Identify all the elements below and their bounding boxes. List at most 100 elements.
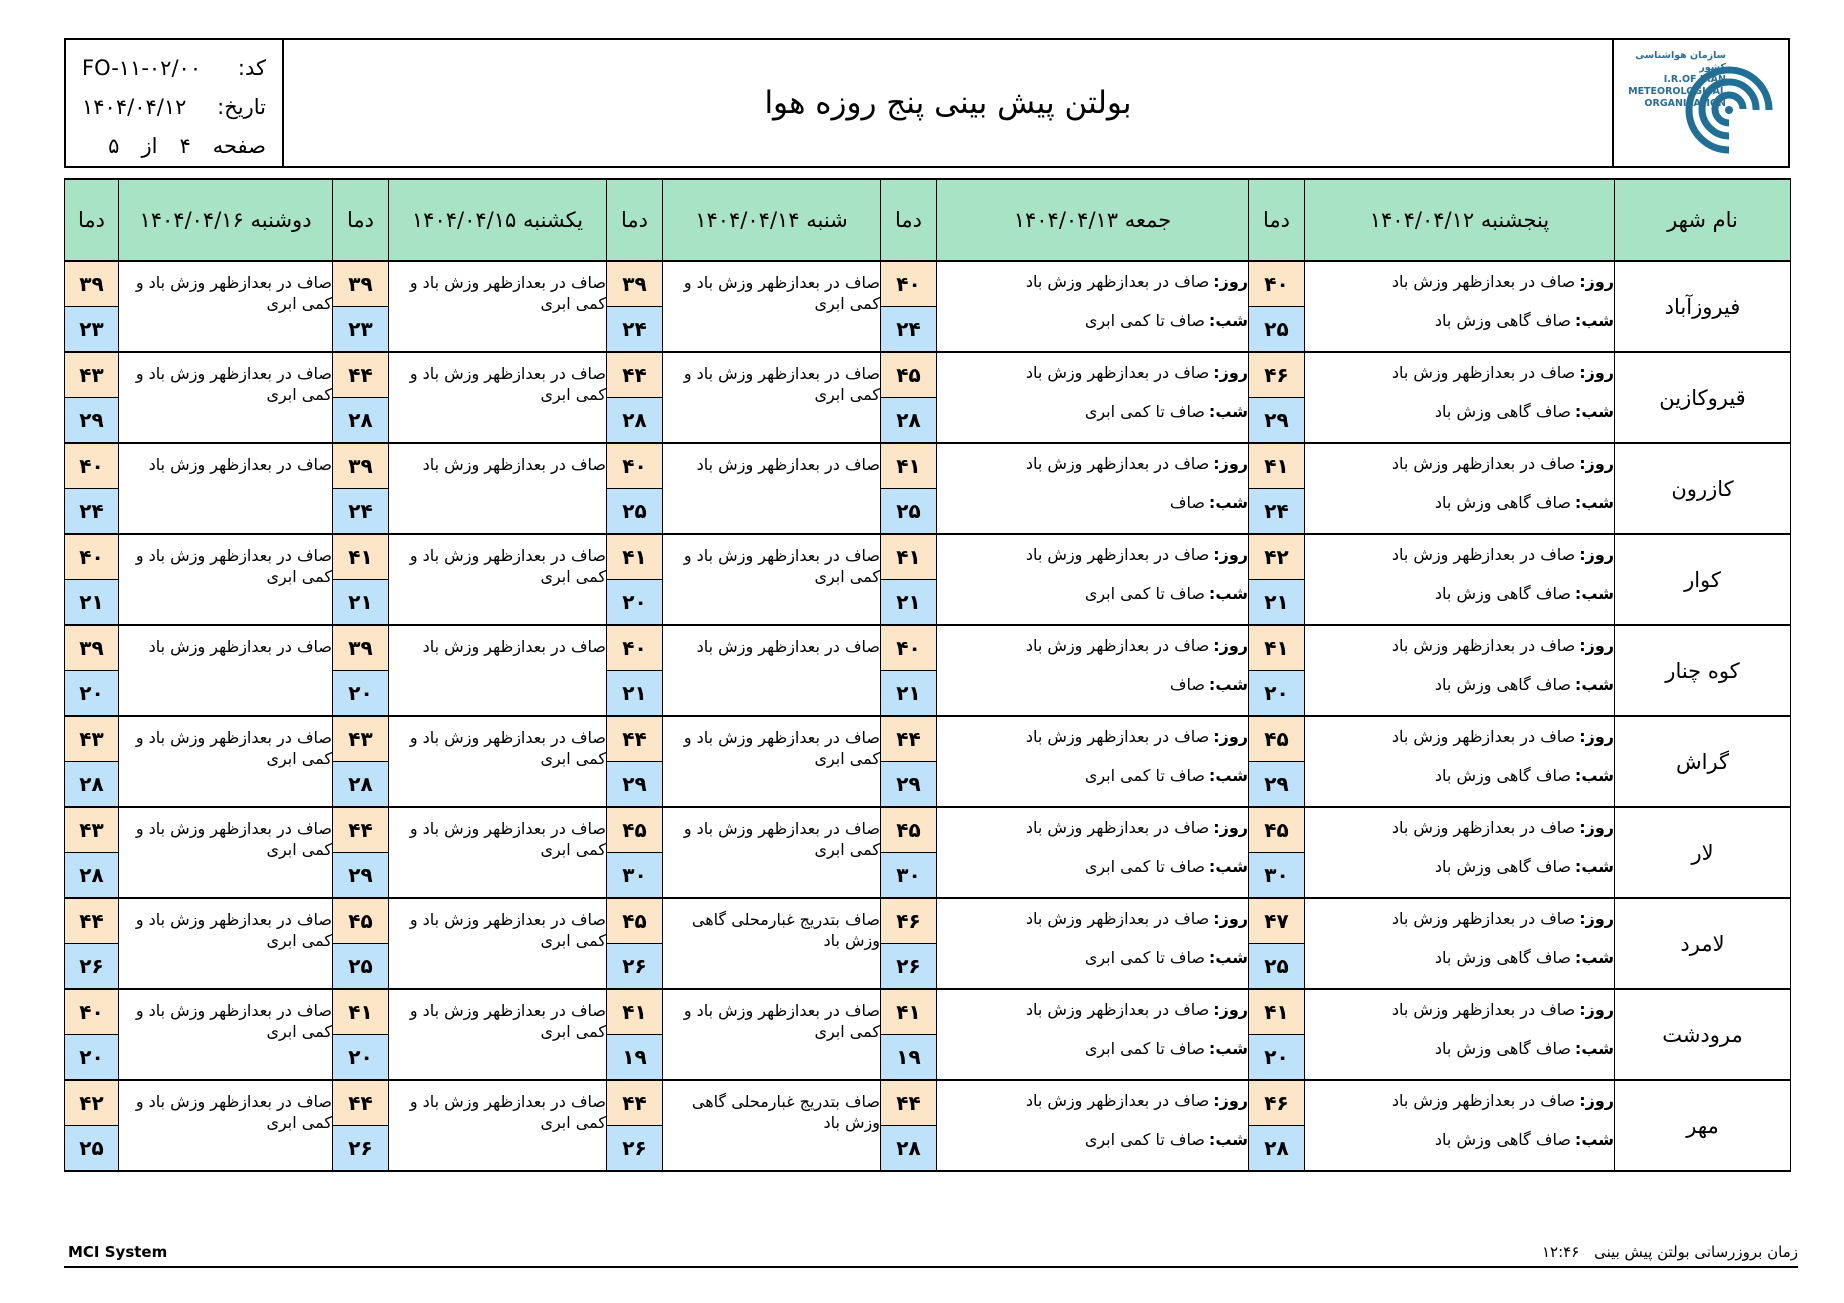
day-label: روز: — [1579, 545, 1614, 564]
forecast-description: روز: صاف در بعدازظهر وزش باد شب: صاف تا کمی… — [936, 715, 1249, 808]
temp-high: ۴۱ — [880, 533, 937, 580]
night-forecast: شب: صاف تا کمی ابری — [937, 574, 1248, 613]
day-forecast: روز: صاف در بعدازظهر وزش باد — [937, 262, 1248, 301]
forecast-text: صاف در بعدازظهر وزش باد و کمی ابری — [683, 728, 880, 768]
temp-low: ۲۴ — [64, 488, 119, 535]
day-label: روز: — [1579, 454, 1614, 473]
day-header-3: شنبه ۱۴۰۴/۰۴/۱۴ — [662, 178, 881, 262]
temp-high: ۴۰ — [64, 988, 119, 1035]
forecast-text: صاف در بعدازظهر وزش باد و کمی ابری — [135, 1092, 332, 1132]
night-label: شب: — [1574, 766, 1614, 785]
day-text: صاف در بعدازظهر وزش باد — [1025, 818, 1210, 837]
day-forecast: روز: صاف در بعدازظهر وزش باد — [937, 626, 1248, 665]
day-text: صاف در بعدازظهر وزش باد — [1025, 636, 1210, 655]
forecast-description: صاف در بعدازظهر وزش باد و کمی ابری — [388, 806, 607, 899]
night-label: شب: — [1208, 766, 1248, 785]
day-forecast: روز: صاف در بعدازظهر وزش باد — [937, 808, 1248, 847]
day-text: صاف در بعدازظهر وزش باد — [1391, 454, 1576, 473]
forecast-text: صاف در بعدازظهر وزش باد و کمی ابری — [409, 1001, 606, 1041]
forecast-text: صاف در بعدازظهر وزش باد — [148, 455, 332, 474]
temp-header-3: دما — [606, 178, 663, 262]
city-name: لار — [1614, 806, 1791, 899]
temp-high: ۴۳ — [64, 806, 119, 853]
day-text: صاف در بعدازظهر وزش باد — [1391, 1091, 1576, 1110]
temp-high: ۴۱ — [606, 988, 663, 1035]
city-name: کوار — [1614, 533, 1791, 626]
day-text: صاف در بعدازظهر وزش باد — [1025, 272, 1210, 291]
forecast-description: روز: صاف در بعدازظهر وزش باد شب: صاف — [936, 442, 1249, 535]
temp-low: ۳۰ — [1248, 852, 1305, 899]
night-text: صاف گاهی وزش باد — [1434, 1039, 1571, 1058]
forecast-description: روز: صاف در بعدازظهر وزش باد شب: صاف گاهی و… — [1304, 897, 1615, 990]
temp-low: ۲۹ — [1248, 397, 1305, 444]
day-text: صاف در بعدازظهر وزش باد — [1391, 818, 1576, 837]
forecast-description: صاف در بعدازظهر وزش باد و کمی ابری — [388, 533, 607, 626]
day-forecast: روز: صاف در بعدازظهر وزش باد — [1305, 353, 1614, 392]
temp-low: ۳۰ — [606, 852, 663, 899]
night-label: شب: — [1208, 675, 1248, 694]
temp-high: ۴۱ — [880, 442, 937, 489]
temp-high: ۴۶ — [880, 897, 937, 944]
forecast-text: صاف در بعدازظهر وزش باد و کمی ابری — [683, 819, 880, 859]
night-forecast: شب: صاف تا کمی ابری — [937, 938, 1248, 977]
temp-low: ۲۹ — [880, 761, 937, 808]
temp-high: ۴۵ — [606, 806, 663, 853]
day-label: روز: — [1213, 545, 1248, 564]
forecast-description: صاف در بعدازظهر وزش باد — [662, 624, 881, 717]
day-forecast: روز: صاف در بعدازظهر وزش باد — [937, 535, 1248, 574]
temp-low: ۲۵ — [64, 1125, 119, 1172]
table-row-night: ۲۰ ۲۱ ۲۱ ۲۰ ۲۰ — [64, 670, 1791, 717]
forecast-text: صاف در بعدازظهر وزش باد و کمی ابری — [135, 546, 332, 586]
temp-low: ۲۸ — [1248, 1125, 1305, 1172]
code-label: کد: — [237, 55, 266, 80]
footer-update: زمان بروزرسانی بولتن پیش بینی ۱۲:۴۶ — [1542, 1243, 1798, 1261]
day-text: صاف در بعدازظهر وزش باد — [1025, 727, 1210, 746]
forecast-description: روز: صاف در بعدازظهر وزش باد شب: صاف گاهی و… — [1304, 533, 1615, 626]
forecast-text: صاف در بعدازظهر وزش باد و کمی ابری — [683, 273, 880, 313]
forecast-description: روز: صاف در بعدازظهر وزش باد شب: صاف گاهی و… — [1304, 715, 1615, 808]
temp-high: ۴۰ — [606, 624, 663, 671]
table-row-night: ۲۵ ۲۴ ۲۴ ۲۳ ۲۳ — [64, 306, 1791, 353]
temp-low: ۲۱ — [332, 579, 389, 626]
temp-high: ۴۷ — [1248, 897, 1305, 944]
day-label: روز: — [1213, 272, 1248, 291]
forecast-description: صاف در بعدازظهر وزش باد و کمی ابری — [118, 988, 333, 1081]
code-value: FO-۱۱-۰۲/۰۰ — [82, 55, 202, 80]
day-text: صاف در بعدازظهر وزش باد — [1391, 363, 1576, 382]
forecast-text: صاف در بعدازظهر وزش باد و کمی ابری — [135, 910, 332, 950]
forecast-description: صاف در بعدازظهر وزش باد — [118, 442, 333, 535]
temp-high: ۴۲ — [1248, 533, 1305, 580]
forecast-description: صاف در بعدازظهر وزش باد و کمی ابری — [118, 351, 333, 444]
temp-high: ۴۴ — [64, 897, 119, 944]
forecast-description: صاف در بعدازظهر وزش باد — [388, 624, 607, 717]
day-forecast: روز: صاف در بعدازظهر وزش باد — [1305, 808, 1614, 847]
night-text: صاف تا کمی ابری — [1084, 584, 1205, 603]
temp-high: ۳۹ — [606, 260, 663, 307]
day-forecast: روز: صاف در بعدازظهر وزش باد — [937, 717, 1248, 756]
night-label: شب: — [1208, 857, 1248, 876]
temp-high: ۳۹ — [64, 260, 119, 307]
forecast-description: روز: صاف در بعدازظهر وزش باد شب: صاف — [936, 624, 1249, 717]
temp-low: ۲۸ — [880, 397, 937, 444]
forecast-text: صاف در بعدازظهر وزش باد و کمی ابری — [135, 819, 332, 859]
forecast-text: صاف در بعدازظهر وزش باد و کمی ابری — [409, 546, 606, 586]
night-forecast: شب: صاف گاهی وزش باد — [1305, 483, 1614, 522]
night-forecast: شب: صاف گاهی وزش باد — [1305, 392, 1614, 431]
forecast-text: صاف در بعدازظهر وزش باد و کمی ابری — [135, 1001, 332, 1041]
footer-divider — [64, 1266, 1798, 1268]
day-forecast: روز: صاف در بعدازظهر وزش باد — [937, 1081, 1248, 1120]
forecast-description: صاف در بعدازظهر وزش باد و کمی ابری — [388, 988, 607, 1081]
temp-high: ۳۹ — [64, 624, 119, 671]
forecast-description: صاف در بعدازظهر وزش باد و کمی ابری — [388, 897, 607, 990]
night-forecast: شب: صاف تا کمی ابری — [937, 1120, 1248, 1159]
temp-low: ۲۱ — [64, 579, 119, 626]
day-text: صاف در بعدازظهر وزش باد — [1391, 1000, 1576, 1019]
temp-high: ۴۵ — [880, 351, 937, 398]
forecast-description: روز: صاف در بعدازظهر وزش باد شب: صاف گاهی و… — [1304, 442, 1615, 535]
day-header-1: پنجشنبه ۱۴۰۴/۰۴/۱۲ — [1304, 178, 1615, 262]
table-row-night: ۲۴ ۲۵ ۲۵ ۲۴ ۲۴ — [64, 488, 1791, 535]
temp-high: ۴۶ — [1248, 1079, 1305, 1126]
temp-high: ۴۳ — [64, 715, 119, 762]
forecast-description: صاف در بعدازظهر وزش باد و کمی ابری — [118, 533, 333, 626]
temp-high: ۴۰ — [64, 442, 119, 489]
